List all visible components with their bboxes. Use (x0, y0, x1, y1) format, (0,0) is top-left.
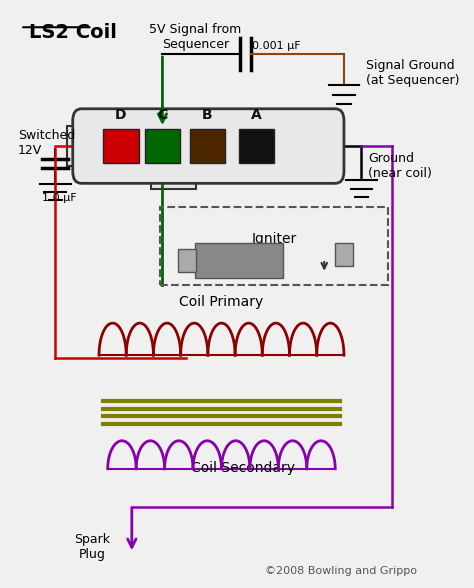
Text: 0.001 μF: 0.001 μF (252, 42, 301, 52)
Text: Coil Secondary: Coil Secondary (191, 460, 295, 475)
Text: -- Looking into coil --: -- Looking into coil -- (99, 116, 227, 129)
Text: 5V Signal from
Sequencer: 5V Signal from Sequencer (149, 23, 241, 51)
Text: Ground
(near coil): Ground (near coil) (368, 152, 432, 180)
Bar (195, 243, 283, 278)
FancyBboxPatch shape (151, 168, 196, 189)
Bar (160, 206, 388, 285)
Text: B: B (202, 108, 213, 122)
FancyBboxPatch shape (103, 129, 138, 163)
Bar (335, 243, 353, 266)
Bar (178, 249, 196, 272)
Text: Signal Ground
(at Sequencer): Signal Ground (at Sequencer) (366, 59, 459, 86)
FancyBboxPatch shape (190, 129, 225, 163)
Text: Spark
Plug: Spark Plug (74, 533, 110, 562)
Text: ©2008 Bowling and Grippo: ©2008 Bowling and Grippo (265, 566, 417, 576)
Text: D: D (115, 108, 127, 122)
Text: Igniter: Igniter (251, 232, 297, 246)
FancyBboxPatch shape (145, 129, 180, 163)
Text: C: C (157, 108, 167, 122)
Text: LS2 Coil: LS2 Coil (29, 23, 117, 42)
Text: Switched
12V: Switched 12V (18, 129, 75, 156)
Text: A: A (251, 108, 262, 122)
FancyBboxPatch shape (239, 129, 274, 163)
Text: 1.0 μF: 1.0 μF (42, 193, 77, 203)
FancyBboxPatch shape (73, 109, 344, 183)
Text: Coil Primary: Coil Primary (179, 295, 264, 309)
FancyBboxPatch shape (67, 126, 84, 166)
